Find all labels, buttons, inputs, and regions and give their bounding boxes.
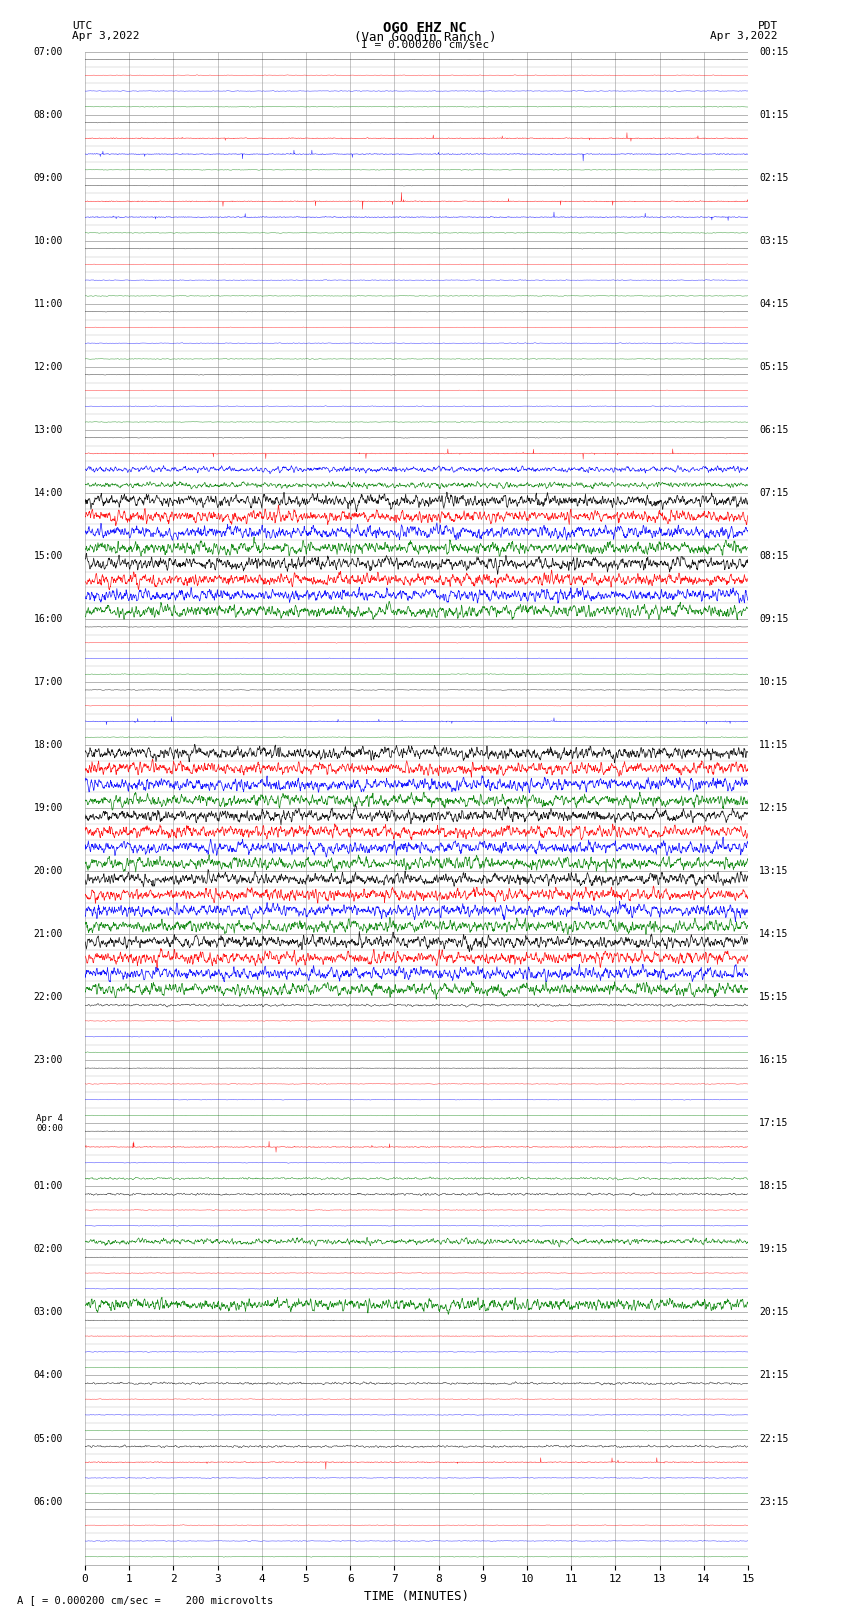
Text: 10:15: 10:15 bbox=[759, 677, 789, 687]
Text: 10:00: 10:00 bbox=[33, 235, 63, 245]
Text: 01:00: 01:00 bbox=[33, 1181, 63, 1192]
Text: 06:15: 06:15 bbox=[759, 424, 789, 436]
Text: 14:15: 14:15 bbox=[759, 929, 789, 939]
Text: 07:00: 07:00 bbox=[33, 47, 63, 56]
Text: 13:15: 13:15 bbox=[759, 866, 789, 876]
Text: 12:15: 12:15 bbox=[759, 803, 789, 813]
Text: 16:00: 16:00 bbox=[33, 615, 63, 624]
Text: 07:15: 07:15 bbox=[759, 487, 789, 498]
Text: Apr 3,2022: Apr 3,2022 bbox=[72, 31, 139, 40]
Text: 18:00: 18:00 bbox=[33, 740, 63, 750]
Text: 01:15: 01:15 bbox=[759, 110, 789, 119]
Text: 03:00: 03:00 bbox=[33, 1308, 63, 1318]
Text: 19:15: 19:15 bbox=[759, 1244, 789, 1255]
Text: 13:00: 13:00 bbox=[33, 424, 63, 436]
Text: 15:00: 15:00 bbox=[33, 552, 63, 561]
Text: 22:00: 22:00 bbox=[33, 992, 63, 1002]
Text: 05:15: 05:15 bbox=[759, 361, 789, 373]
Text: 11:00: 11:00 bbox=[33, 298, 63, 308]
Text: 16:15: 16:15 bbox=[759, 1055, 789, 1065]
Text: 08:00: 08:00 bbox=[33, 110, 63, 119]
Text: 04:15: 04:15 bbox=[759, 298, 789, 308]
Text: UTC: UTC bbox=[72, 21, 93, 31]
Text: I = 0.000200 cm/sec: I = 0.000200 cm/sec bbox=[361, 40, 489, 50]
Text: 03:15: 03:15 bbox=[759, 235, 789, 245]
Text: 22:15: 22:15 bbox=[759, 1434, 789, 1444]
Text: 09:00: 09:00 bbox=[33, 173, 63, 182]
Text: 19:00: 19:00 bbox=[33, 803, 63, 813]
Text: 11:15: 11:15 bbox=[759, 740, 789, 750]
Text: A [ = 0.000200 cm/sec =    200 microvolts: A [ = 0.000200 cm/sec = 200 microvolts bbox=[17, 1595, 273, 1605]
Text: Apr 4: Apr 4 bbox=[36, 1115, 63, 1123]
Text: 20:00: 20:00 bbox=[33, 866, 63, 876]
Text: PDT: PDT bbox=[757, 21, 778, 31]
Text: 12:00: 12:00 bbox=[33, 361, 63, 373]
Text: 02:15: 02:15 bbox=[759, 173, 789, 182]
Text: 04:00: 04:00 bbox=[33, 1371, 63, 1381]
Text: 14:00: 14:00 bbox=[33, 487, 63, 498]
Text: 15:15: 15:15 bbox=[759, 992, 789, 1002]
Text: 00:00: 00:00 bbox=[36, 1124, 63, 1132]
X-axis label: TIME (MINUTES): TIME (MINUTES) bbox=[364, 1590, 469, 1603]
Text: 23:15: 23:15 bbox=[759, 1497, 789, 1507]
Text: 06:00: 06:00 bbox=[33, 1497, 63, 1507]
Text: OGO EHZ NC: OGO EHZ NC bbox=[383, 21, 467, 35]
Text: 05:00: 05:00 bbox=[33, 1434, 63, 1444]
Text: 00:15: 00:15 bbox=[759, 47, 789, 56]
Text: 17:00: 17:00 bbox=[33, 677, 63, 687]
Text: 20:15: 20:15 bbox=[759, 1308, 789, 1318]
Text: Apr 3,2022: Apr 3,2022 bbox=[711, 31, 778, 40]
Text: 21:00: 21:00 bbox=[33, 929, 63, 939]
Text: 17:15: 17:15 bbox=[759, 1118, 789, 1129]
Text: 02:00: 02:00 bbox=[33, 1244, 63, 1255]
Text: 18:15: 18:15 bbox=[759, 1181, 789, 1192]
Text: 21:15: 21:15 bbox=[759, 1371, 789, 1381]
Text: 23:00: 23:00 bbox=[33, 1055, 63, 1065]
Text: (Van Goodin Ranch ): (Van Goodin Ranch ) bbox=[354, 31, 496, 44]
Text: 08:15: 08:15 bbox=[759, 552, 789, 561]
Text: 09:15: 09:15 bbox=[759, 615, 789, 624]
